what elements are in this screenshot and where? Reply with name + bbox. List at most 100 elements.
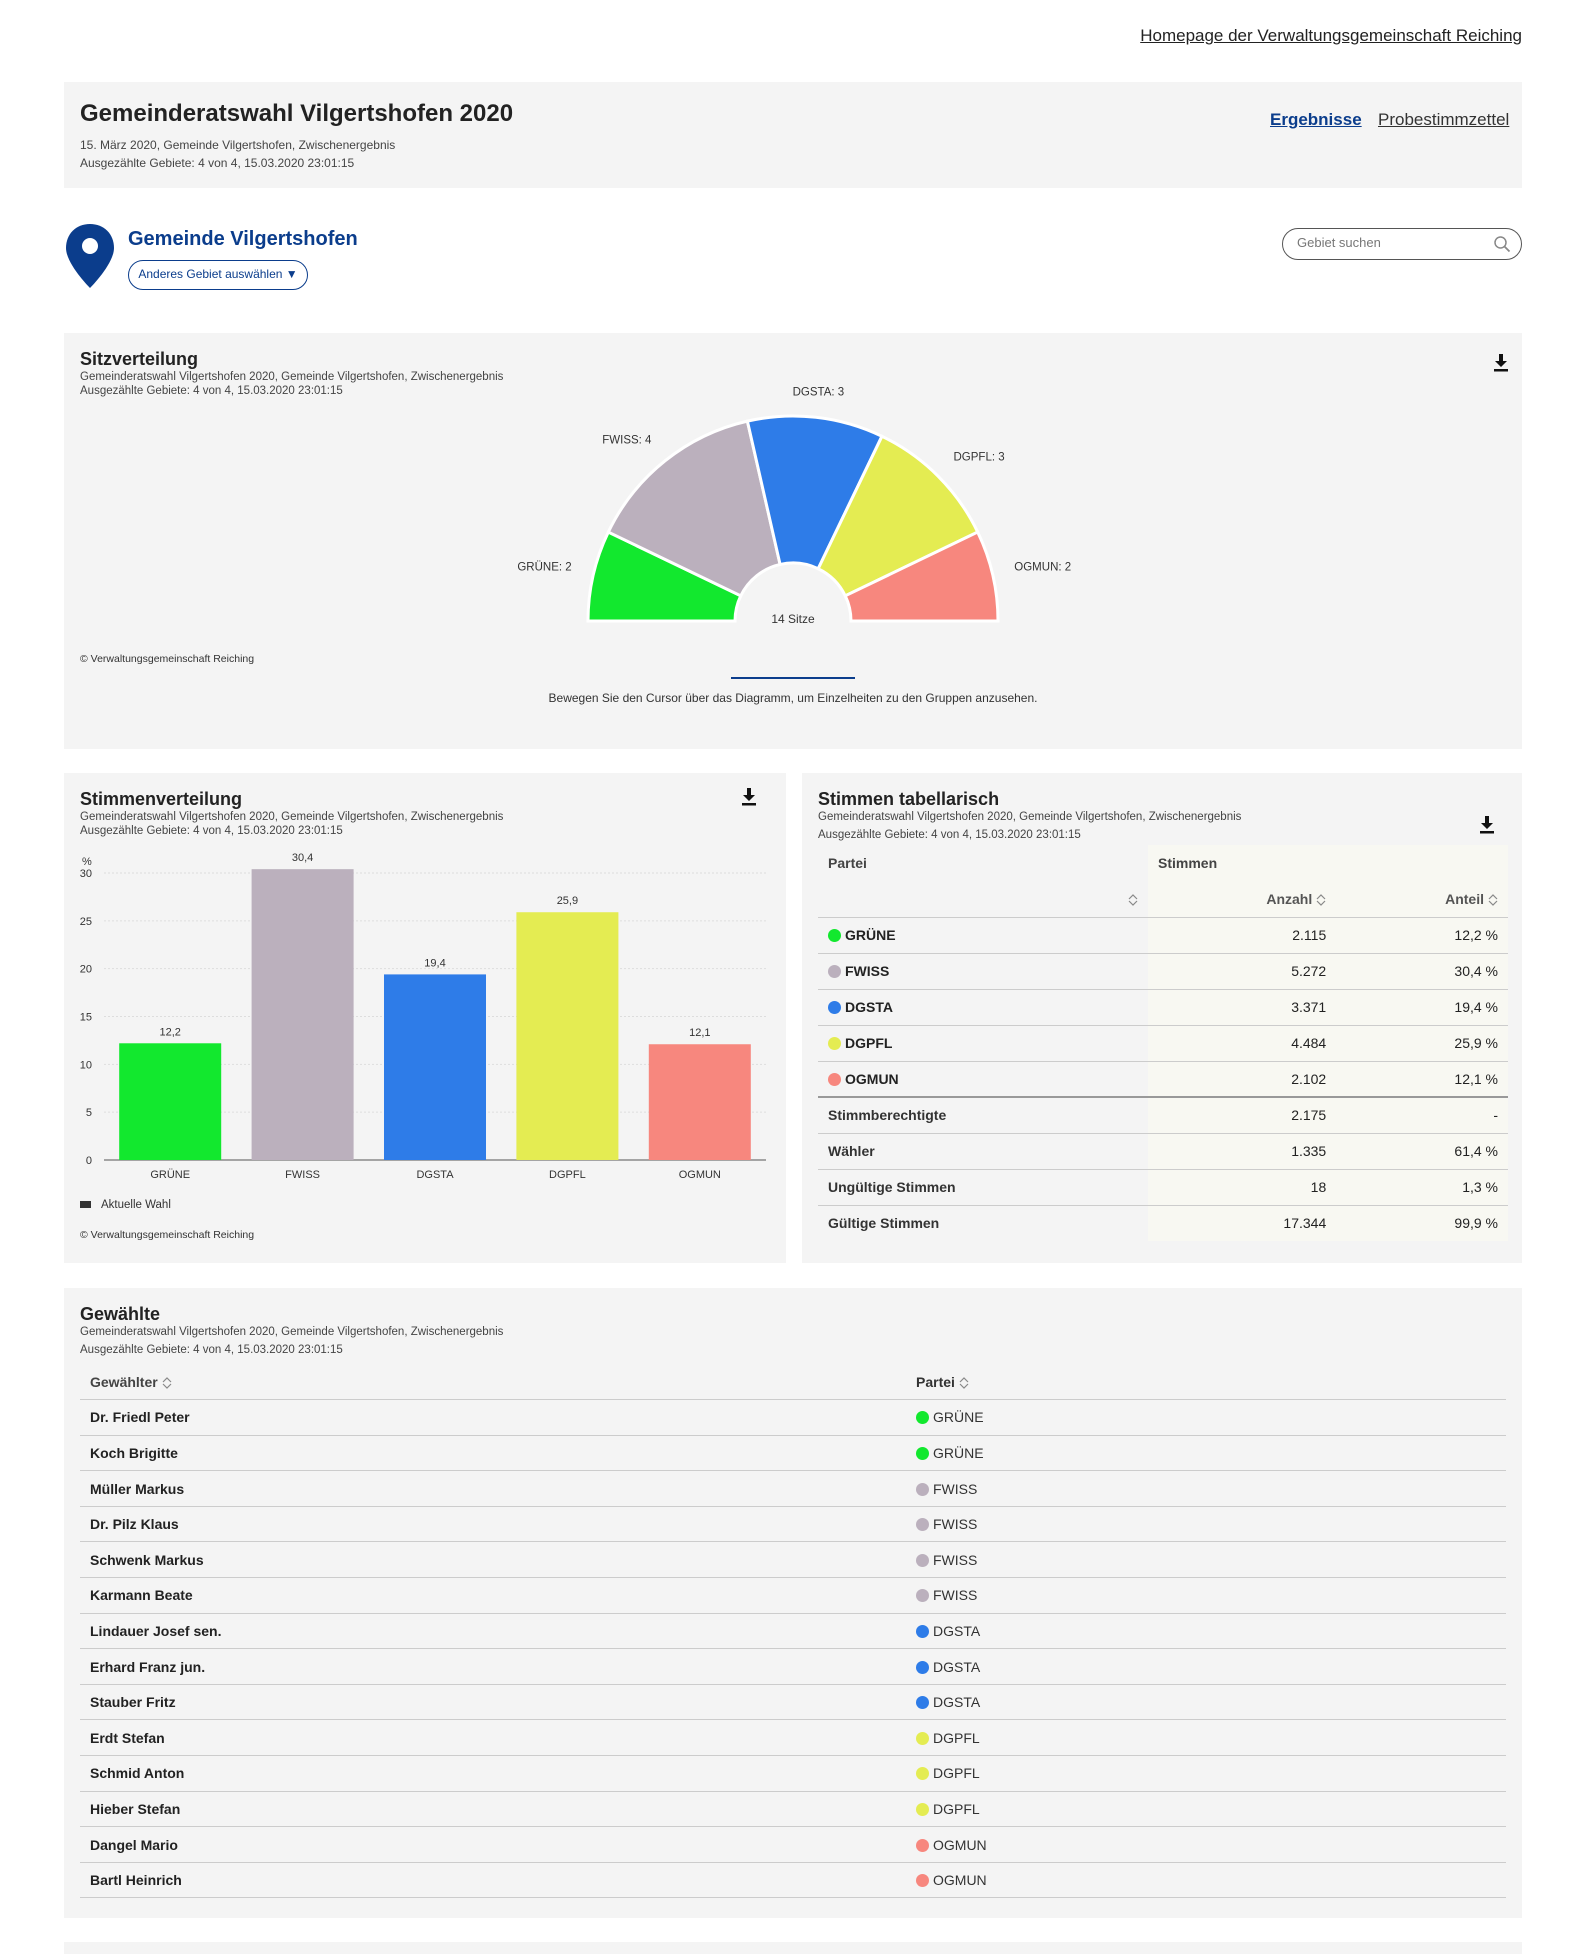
region-name: Gemeinde Vilgertshofen: [128, 228, 358, 250]
y-tick-label: 30: [80, 868, 92, 880]
bar-data-label: 30,4: [292, 852, 313, 864]
seat-slice-dgsta[interactable]: [745, 414, 884, 571]
seat-subtitle: Gemeinderatswahl Vilgertshofen 2020, Gem…: [80, 371, 504, 383]
elected-name: Dangel Mario: [80, 1826, 906, 1863]
table-row: DGSTA 3.371 19,4 %: [818, 988, 1508, 1025]
anzahl-cell: 5.272: [1148, 952, 1337, 989]
table-row: OGMUN 2.102 12,1 %: [818, 1060, 1508, 1097]
chart-hint-divider: [731, 677, 855, 679]
seat-slice-ogmun[interactable]: [843, 530, 1000, 623]
seat-semicircle-chart[interactable]: GRÜNE: 2 FWISS: 4 DGSTA: 3 DGPFL: 3 OGMUN: 2…: [64, 333, 1522, 663]
vote-bar-chart[interactable]: % 0 5 10 15 20 25 30 12,2 GRÜNE 30,4 FWISS 19,4 DGSTA…: [64, 773, 786, 1183]
table-row: Schmid Anton DGPFL: [80, 1755, 1506, 1792]
sort-anteil[interactable]: Anteil: [1336, 881, 1508, 917]
party-dot: [916, 1482, 929, 1496]
elected-party-cell: DGPFL: [906, 1755, 1506, 1792]
elected-party-cell: DGSTA: [906, 1612, 1506, 1649]
nav-ergebnisse[interactable]: Ergebnisse: [1270, 110, 1362, 129]
elected-party: FWISS: [933, 1587, 978, 1604]
chart-legend[interactable]: Aktuelle Wahl: [80, 1199, 171, 1211]
summary-label: Gültige Stimmen: [818, 1204, 1148, 1241]
party-dot: [828, 1001, 841, 1014]
y-tick-label: 5: [86, 1107, 92, 1119]
elected-name: Dr. Pilz Klaus: [80, 1505, 906, 1542]
elected-title: Gewählte: [80, 1304, 161, 1324]
table-row: Schwenk Markus FWISS: [80, 1541, 1506, 1578]
elected-name: Schwenk Markus: [80, 1541, 906, 1578]
anteil-cell: 12,2 %: [1336, 916, 1508, 953]
table-row: DGPFL 4.484 25,9 %: [818, 1024, 1508, 1061]
party-dot: [828, 1072, 841, 1086]
party-name: FWISS: [845, 963, 890, 979]
party-dot: [828, 929, 841, 942]
elected-party-cell: FWISS: [906, 1505, 1506, 1542]
summary-label: Stimmberechtigte: [818, 1096, 1148, 1133]
bar-dgpfl[interactable]: [516, 912, 619, 1160]
summary-anzahl: 17.344: [1148, 1204, 1337, 1241]
sort-icon[interactable]: [959, 1376, 969, 1389]
sort-partei[interactable]: [818, 881, 1148, 917]
party-dot: [916, 1518, 929, 1532]
elected-party: FWISS: [933, 1551, 978, 1568]
bar-fwiss[interactable]: [251, 869, 354, 1160]
col-anzahl: Anzahl: [1266, 890, 1313, 907]
sort-icon[interactable]: [1488, 893, 1498, 906]
search-icon[interactable]: [1493, 235, 1511, 253]
x-tick-label: DGSTA: [416, 1169, 454, 1181]
homepage-link[interactable]: Homepage der Verwaltungsgemeinschaft Rei…: [1140, 26, 1522, 45]
summary-anzahl: 1.335: [1148, 1132, 1337, 1169]
download-icon[interactable]: [740, 787, 758, 807]
seat-label: OGMUN: 2: [1014, 561, 1071, 573]
vote-distribution-panel: Stimmenverteilung Gemeinderatswahl Vilge…: [64, 773, 786, 1263]
elected-party-cell: DGSTA: [906, 1648, 1506, 1685]
bar-ogmun[interactable]: [648, 1044, 751, 1160]
seat-slice-grüne[interactable]: [586, 530, 743, 623]
sort-icon[interactable]: [1128, 893, 1138, 906]
x-tick-label: FWISS: [285, 1169, 320, 1181]
votes-table: Partei Stimmen Anzahl Anteil GRÜNE 2.115 1…: [818, 845, 1508, 1241]
anteil-cell: 25,9 %: [1336, 1024, 1508, 1061]
region-selector: Gemeinde Vilgertshofen Anderes Gebiet au…: [64, 218, 1522, 298]
col-partei-label: Partei: [916, 1373, 955, 1390]
download-icon[interactable]: [1478, 815, 1496, 835]
elected-party-cell: OGMUN: [906, 1826, 1506, 1863]
party-name: DGSTA: [845, 999, 893, 1015]
seat-slice-dgpfl[interactable]: [816, 434, 980, 598]
table-row: Dangel Mario OGMUN: [80, 1826, 1506, 1863]
elected-party-cell: FWISS: [906, 1577, 1506, 1614]
sort-icon[interactable]: [1316, 893, 1326, 906]
nav-probestimmzettel[interactable]: Probestimmzettel: [1378, 110, 1510, 129]
elected-panel: Gewählte Gemeinderatswahl Vilgertshofen …: [64, 1288, 1522, 1918]
search-input[interactable]: [1297, 235, 1487, 250]
summary-label: Ungültige Stimmen: [818, 1168, 1148, 1205]
elected-party: DGSTA: [933, 1622, 981, 1639]
elected-party-cell: DGPFL: [906, 1790, 1506, 1827]
elected-party: DGSTA: [933, 1658, 981, 1675]
download-icon[interactable]: [1492, 353, 1510, 373]
region-search[interactable]: [1282, 228, 1522, 260]
sort-anzahl[interactable]: Anzahl: [1148, 881, 1337, 917]
bar-grüne[interactable]: [119, 1043, 222, 1160]
legend-label: Aktuelle Wahl: [101, 1199, 171, 1211]
elected-party: OGMUN: [933, 1836, 987, 1853]
seat-title: Sitzverteilung: [80, 349, 199, 369]
seat-slice-fwiss[interactable]: [606, 419, 782, 598]
col-anteil: Anteil: [1445, 890, 1484, 907]
table-row: Dr. Pilz Klaus FWISS: [80, 1505, 1506, 1542]
party-cell: DGPFL: [818, 1024, 1148, 1061]
party-dot: [916, 1411, 929, 1425]
anzahl-cell: 2.115: [1148, 916, 1337, 953]
elected-counted: Ausgezählte Gebiete: 4 von 4, 15.03.2020…: [80, 1344, 343, 1356]
party-dot: [916, 1731, 929, 1745]
col-gewaehlter[interactable]: Gewählter: [80, 1364, 906, 1400]
summary-label: Wähler: [818, 1132, 1148, 1169]
change-region-button[interactable]: Anderes Gebiet auswählen ▼: [128, 260, 308, 290]
col-partei[interactable]: Partei: [906, 1364, 1506, 1400]
seat-label: GRÜNE: 2: [517, 561, 571, 573]
elected-party-cell: FWISS: [906, 1470, 1506, 1507]
summary-anteil: 1,3 %: [1336, 1168, 1508, 1205]
sort-icon[interactable]: [162, 1376, 172, 1389]
bar-dgsta[interactable]: [384, 974, 486, 1160]
vote-title: Stimmenverteilung: [80, 789, 243, 809]
seat-label: FWISS: 4: [602, 435, 652, 447]
